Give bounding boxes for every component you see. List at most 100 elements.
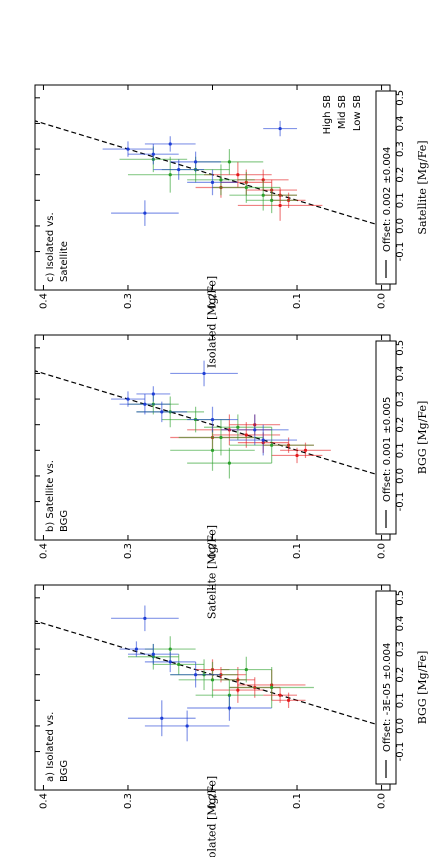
y-tick-label: 0.1 bbox=[292, 293, 303, 309]
data-point bbox=[126, 397, 130, 401]
data-point bbox=[236, 425, 240, 429]
panel-title: a) Isolated vs. bbox=[45, 712, 56, 782]
data-point bbox=[126, 147, 130, 151]
data-point bbox=[210, 180, 215, 184]
y-tick-label: 0.1 bbox=[292, 793, 303, 809]
legend-entry: Low SB bbox=[352, 95, 363, 131]
data-point bbox=[202, 371, 206, 376]
data-point bbox=[151, 392, 155, 396]
data-point bbox=[185, 724, 189, 728]
data-point bbox=[261, 438, 265, 442]
panel-title: BGG bbox=[59, 760, 70, 782]
data-point bbox=[143, 211, 147, 215]
x-tick-label: -0.1 bbox=[395, 242, 406, 262]
legend-entry: Mid SB bbox=[337, 95, 348, 129]
data-point bbox=[210, 448, 215, 452]
x-tick-label: 0.3 bbox=[395, 641, 406, 657]
data-point bbox=[151, 152, 155, 156]
y-tick-label: 0.3 bbox=[123, 793, 134, 809]
data-point bbox=[236, 688, 240, 692]
x-tick-label: 0.3 bbox=[395, 391, 406, 407]
x-tick-label: 0.4 bbox=[395, 615, 406, 631]
x-tick-label: 0.2 bbox=[395, 667, 406, 683]
y-axis-label: Isolated [Mg/Fe] bbox=[206, 776, 219, 857]
data-point bbox=[261, 193, 265, 197]
x-tick-label: 0.2 bbox=[395, 167, 406, 183]
data-point bbox=[244, 667, 248, 672]
x-tick-label: 0.5 bbox=[395, 590, 406, 606]
x-tick-label: 0.0 bbox=[395, 718, 406, 734]
data-point bbox=[270, 198, 274, 202]
y-tick-label: 0.0 bbox=[377, 793, 388, 809]
data-point bbox=[236, 173, 240, 177]
legend-box bbox=[375, 590, 397, 785]
panel-title: Satellite bbox=[59, 241, 70, 282]
y-tick-label: 0.4 bbox=[38, 293, 49, 309]
y-tick-label: 0.0 bbox=[377, 543, 388, 559]
data-point bbox=[143, 616, 147, 620]
data-point bbox=[286, 698, 291, 702]
y-tick-label: 0.1 bbox=[292, 543, 303, 559]
y-tick-label: 0.0 bbox=[377, 293, 388, 309]
x-tick-label: 0.5 bbox=[395, 90, 406, 106]
x-axis-label: BGG [Mg/Fe] bbox=[416, 651, 429, 725]
y-tick-label: 0.3 bbox=[123, 293, 134, 309]
x-tick-label: 0.2 bbox=[395, 417, 406, 433]
data-point bbox=[177, 167, 181, 172]
data-point bbox=[160, 716, 164, 720]
x-tick-label: 0.4 bbox=[395, 365, 406, 381]
data-point bbox=[303, 448, 308, 452]
panel-title: BGG bbox=[59, 510, 70, 532]
data-point bbox=[160, 410, 164, 414]
legend-box bbox=[375, 90, 397, 285]
data-point bbox=[219, 178, 223, 182]
data-point bbox=[168, 647, 172, 651]
data-point bbox=[244, 185, 248, 190]
data-point bbox=[193, 673, 198, 677]
data-point bbox=[227, 461, 232, 465]
y-tick-label: 0.3 bbox=[123, 543, 134, 559]
data-point bbox=[278, 693, 282, 697]
y-tick-label: 0.2 bbox=[208, 293, 219, 309]
data-point bbox=[219, 435, 223, 440]
x-tick-label: -0.1 bbox=[395, 492, 406, 512]
legend-box bbox=[375, 340, 397, 535]
y-tick-label: 0.2 bbox=[208, 793, 219, 809]
x-tick-label: 0.1 bbox=[395, 192, 406, 208]
y-axis-label: Satellite [Mg/Fe] bbox=[206, 525, 219, 619]
data-point bbox=[210, 678, 215, 682]
data-point bbox=[168, 660, 172, 664]
x-tick-label: -0.1 bbox=[395, 742, 406, 762]
legend-entry: High SB bbox=[322, 95, 333, 135]
x-tick-label: 0.1 bbox=[395, 442, 406, 458]
data-point bbox=[193, 160, 198, 164]
x-tick-label: 0.3 bbox=[395, 141, 406, 157]
x-tick-label: 0.1 bbox=[395, 692, 406, 708]
data-point bbox=[227, 706, 232, 710]
y-tick-label: 0.2 bbox=[208, 543, 219, 559]
x-tick-label: 0.5 bbox=[395, 340, 406, 356]
data-point bbox=[295, 453, 299, 458]
data-point bbox=[270, 443, 274, 447]
x-axis-label: Satellite [Mg/Fe] bbox=[416, 140, 429, 234]
x-tick-label: 0.0 bbox=[395, 468, 406, 484]
data-point bbox=[151, 652, 155, 656]
y-tick-label: 0.4 bbox=[38, 793, 49, 809]
y-axis-label: Isolated [Mg/Fe] bbox=[206, 276, 219, 368]
data-point bbox=[244, 433, 248, 437]
data-point bbox=[143, 402, 147, 406]
data-point bbox=[210, 417, 215, 422]
data-point bbox=[253, 428, 257, 432]
data-point bbox=[168, 173, 172, 177]
legend-text: Offset: 0.001 ±0.005 bbox=[382, 397, 393, 502]
y-tick-label: 0.4 bbox=[38, 543, 49, 559]
data-point bbox=[168, 142, 172, 146]
x-tick-label: 0.4 bbox=[395, 115, 406, 131]
panel-title: c) Isolated vs. bbox=[45, 212, 56, 282]
data-point bbox=[227, 160, 232, 164]
data-point bbox=[278, 203, 282, 208]
legend-text: Offset: -3E-05 ±0.004 bbox=[382, 643, 393, 752]
data-point bbox=[278, 126, 282, 131]
data-point bbox=[134, 647, 139, 651]
